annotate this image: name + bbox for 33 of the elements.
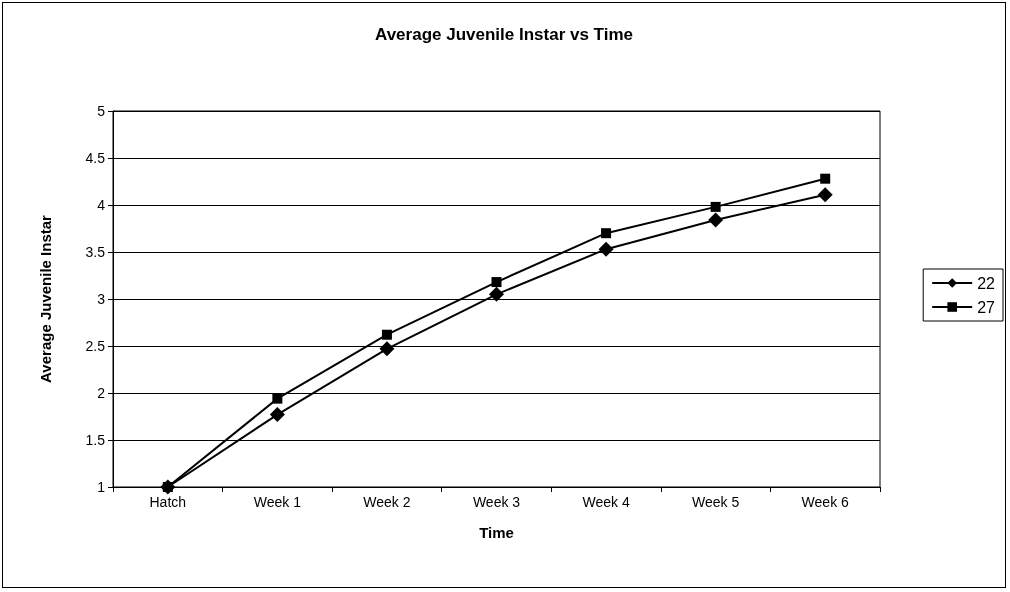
point xyxy=(489,286,504,302)
y-tick-label: 5 xyxy=(97,103,106,119)
point xyxy=(379,341,395,357)
x-tick-label: Hatch xyxy=(149,494,187,510)
point xyxy=(381,329,392,340)
x-tick-label: Week 1 xyxy=(253,494,302,510)
point xyxy=(820,173,831,184)
point xyxy=(269,407,285,423)
point xyxy=(491,277,502,288)
y-tick-label: 3 xyxy=(97,291,106,307)
x-axis-title: Time xyxy=(479,524,514,541)
point xyxy=(710,201,721,212)
legend-label: 27 xyxy=(977,298,996,316)
y-tick-label: 3.5 xyxy=(85,244,106,260)
x-tick-label: Week 4 xyxy=(582,494,630,510)
y-tick-label: 4.5 xyxy=(85,150,106,166)
point xyxy=(708,212,724,228)
y-tick-label: 2.5 xyxy=(85,338,106,354)
y-tick-label: 2 xyxy=(97,385,106,401)
y-tick-label: 1.5 xyxy=(85,432,106,448)
point xyxy=(272,393,283,404)
point xyxy=(598,241,614,257)
y-tick-label: 1 xyxy=(97,479,106,495)
point xyxy=(601,228,612,239)
x-tick-label: Week 6 xyxy=(801,494,850,510)
y-tick-label: 4 xyxy=(97,197,106,213)
legend-label: 22 xyxy=(977,274,996,292)
y-axis-title: Average Juvenile Instar xyxy=(37,214,54,383)
point xyxy=(817,187,833,203)
chart-title: Average Juvenile Instar vs Time xyxy=(375,25,633,44)
x-tick-label: Week 3 xyxy=(472,494,521,510)
x-tick-label: Week 5 xyxy=(692,494,740,510)
x-tick-label: Week 2 xyxy=(363,494,411,510)
